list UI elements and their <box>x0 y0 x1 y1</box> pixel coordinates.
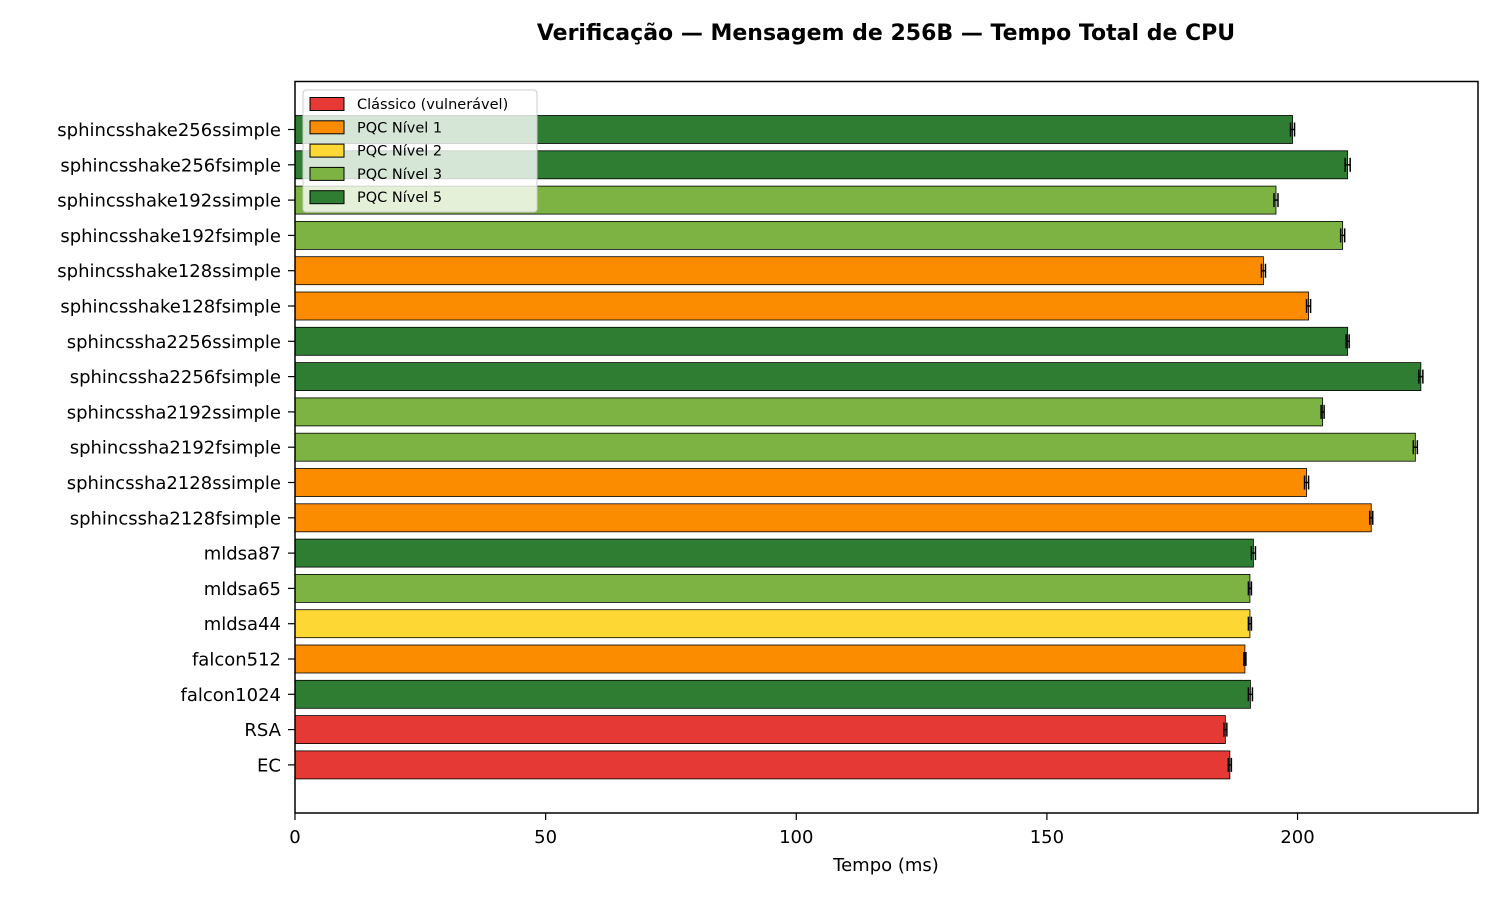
bar-falcon512 <box>294 644 1246 674</box>
bar-EC <box>294 750 1231 780</box>
bar-sphincssha2128fsimple <box>294 503 1372 533</box>
y-tick-label: sphincssha2192ssimple <box>67 402 281 423</box>
legend-swatch <box>309 166 345 181</box>
x-tick-label: 150 <box>1030 827 1064 848</box>
y-axis-ticks: sphincsshake256ssimple sphincsshake256fsi… <box>57 120 295 776</box>
legend-swatch <box>309 120 345 135</box>
y-tick-label: sphincssha2128ssimple <box>67 473 281 494</box>
bar-sphincssha2256fsimple <box>294 362 1422 392</box>
legend-label: PQC Nível 3 <box>357 167 442 183</box>
y-tick-label: mldsa65 <box>204 579 281 600</box>
legend-label: PQC Nível 1 <box>357 120 442 136</box>
legend-swatch <box>309 97 345 111</box>
bar-sphincsshake192fsimple <box>294 220 1344 250</box>
bar-mldsa65 <box>294 574 1251 603</box>
y-tick-label: mldsa87 <box>204 544 281 565</box>
bar-mldsa87 <box>294 538 1254 568</box>
legend-swatch <box>309 190 345 205</box>
x-axis-ticks: 0 50 100 150 200 <box>289 813 1315 848</box>
legend-label: PQC Nível 2 <box>357 144 442 160</box>
legend-label: Clássico (vulnerável) <box>357 97 508 113</box>
y-tick-label: sphincssha2256ssimple <box>67 332 281 353</box>
bar-sphincsshake128fsimple <box>294 291 1309 321</box>
y-tick-label: RSA <box>244 720 281 741</box>
bar-sphincsshake128ssimple <box>294 256 1264 286</box>
y-tick-label: EC <box>257 755 281 776</box>
bar-falcon1024 <box>294 679 1251 709</box>
y-tick-label: sphincsshake256fsimple <box>60 155 281 176</box>
bar-RSA <box>294 715 1226 744</box>
bar-mldsa44 <box>294 609 1251 639</box>
y-tick-label: sphincsshake192fsimple <box>60 226 281 247</box>
y-tick-label: sphincsshake192ssimple <box>57 191 281 212</box>
legend-swatch <box>309 143 345 158</box>
y-tick-label: sphincsshake128ssimple <box>57 261 281 282</box>
bar-sphincssha2256ssimple <box>294 326 1349 356</box>
y-tick-label: falcon512 <box>192 650 281 671</box>
y-tick-label: sphincssha2256fsimple <box>70 367 281 388</box>
y-tick-label: falcon1024 <box>181 685 282 706</box>
y-tick-label: sphincsshake128fsimple <box>60 297 281 318</box>
y-tick-label: mldsa44 <box>204 614 281 635</box>
bar-sphincssha2128ssimple <box>294 468 1307 497</box>
x-axis-label: Tempo (ms) <box>832 855 939 876</box>
legend-box <box>302 89 538 213</box>
y-tick-label: sphincsshake256ssimple <box>57 120 281 141</box>
y-tick-label: sphincssha2128fsimple <box>70 508 281 529</box>
legend: Clássico (vulnerável) PQC Nível 1 PQC Níve… <box>302 89 538 213</box>
bars-group <box>294 115 1424 780</box>
x-tick-label: 200 <box>1280 827 1314 848</box>
x-tick-label: 0 <box>289 827 300 848</box>
bar-sphincssha2192fsimple <box>294 432 1416 462</box>
x-tick-label: 100 <box>779 827 813 848</box>
chart-title: Verificação — Mensagem de 256B — Tempo T… <box>537 21 1235 46</box>
plot-frame <box>294 80 1479 814</box>
bar-sphincssha2192ssimple <box>294 397 1324 427</box>
x-tick-label: 50 <box>534 827 557 848</box>
y-tick-label: sphincssha2192fsimple <box>70 438 281 459</box>
legend-label: PQC Nível 5 <box>357 190 442 206</box>
